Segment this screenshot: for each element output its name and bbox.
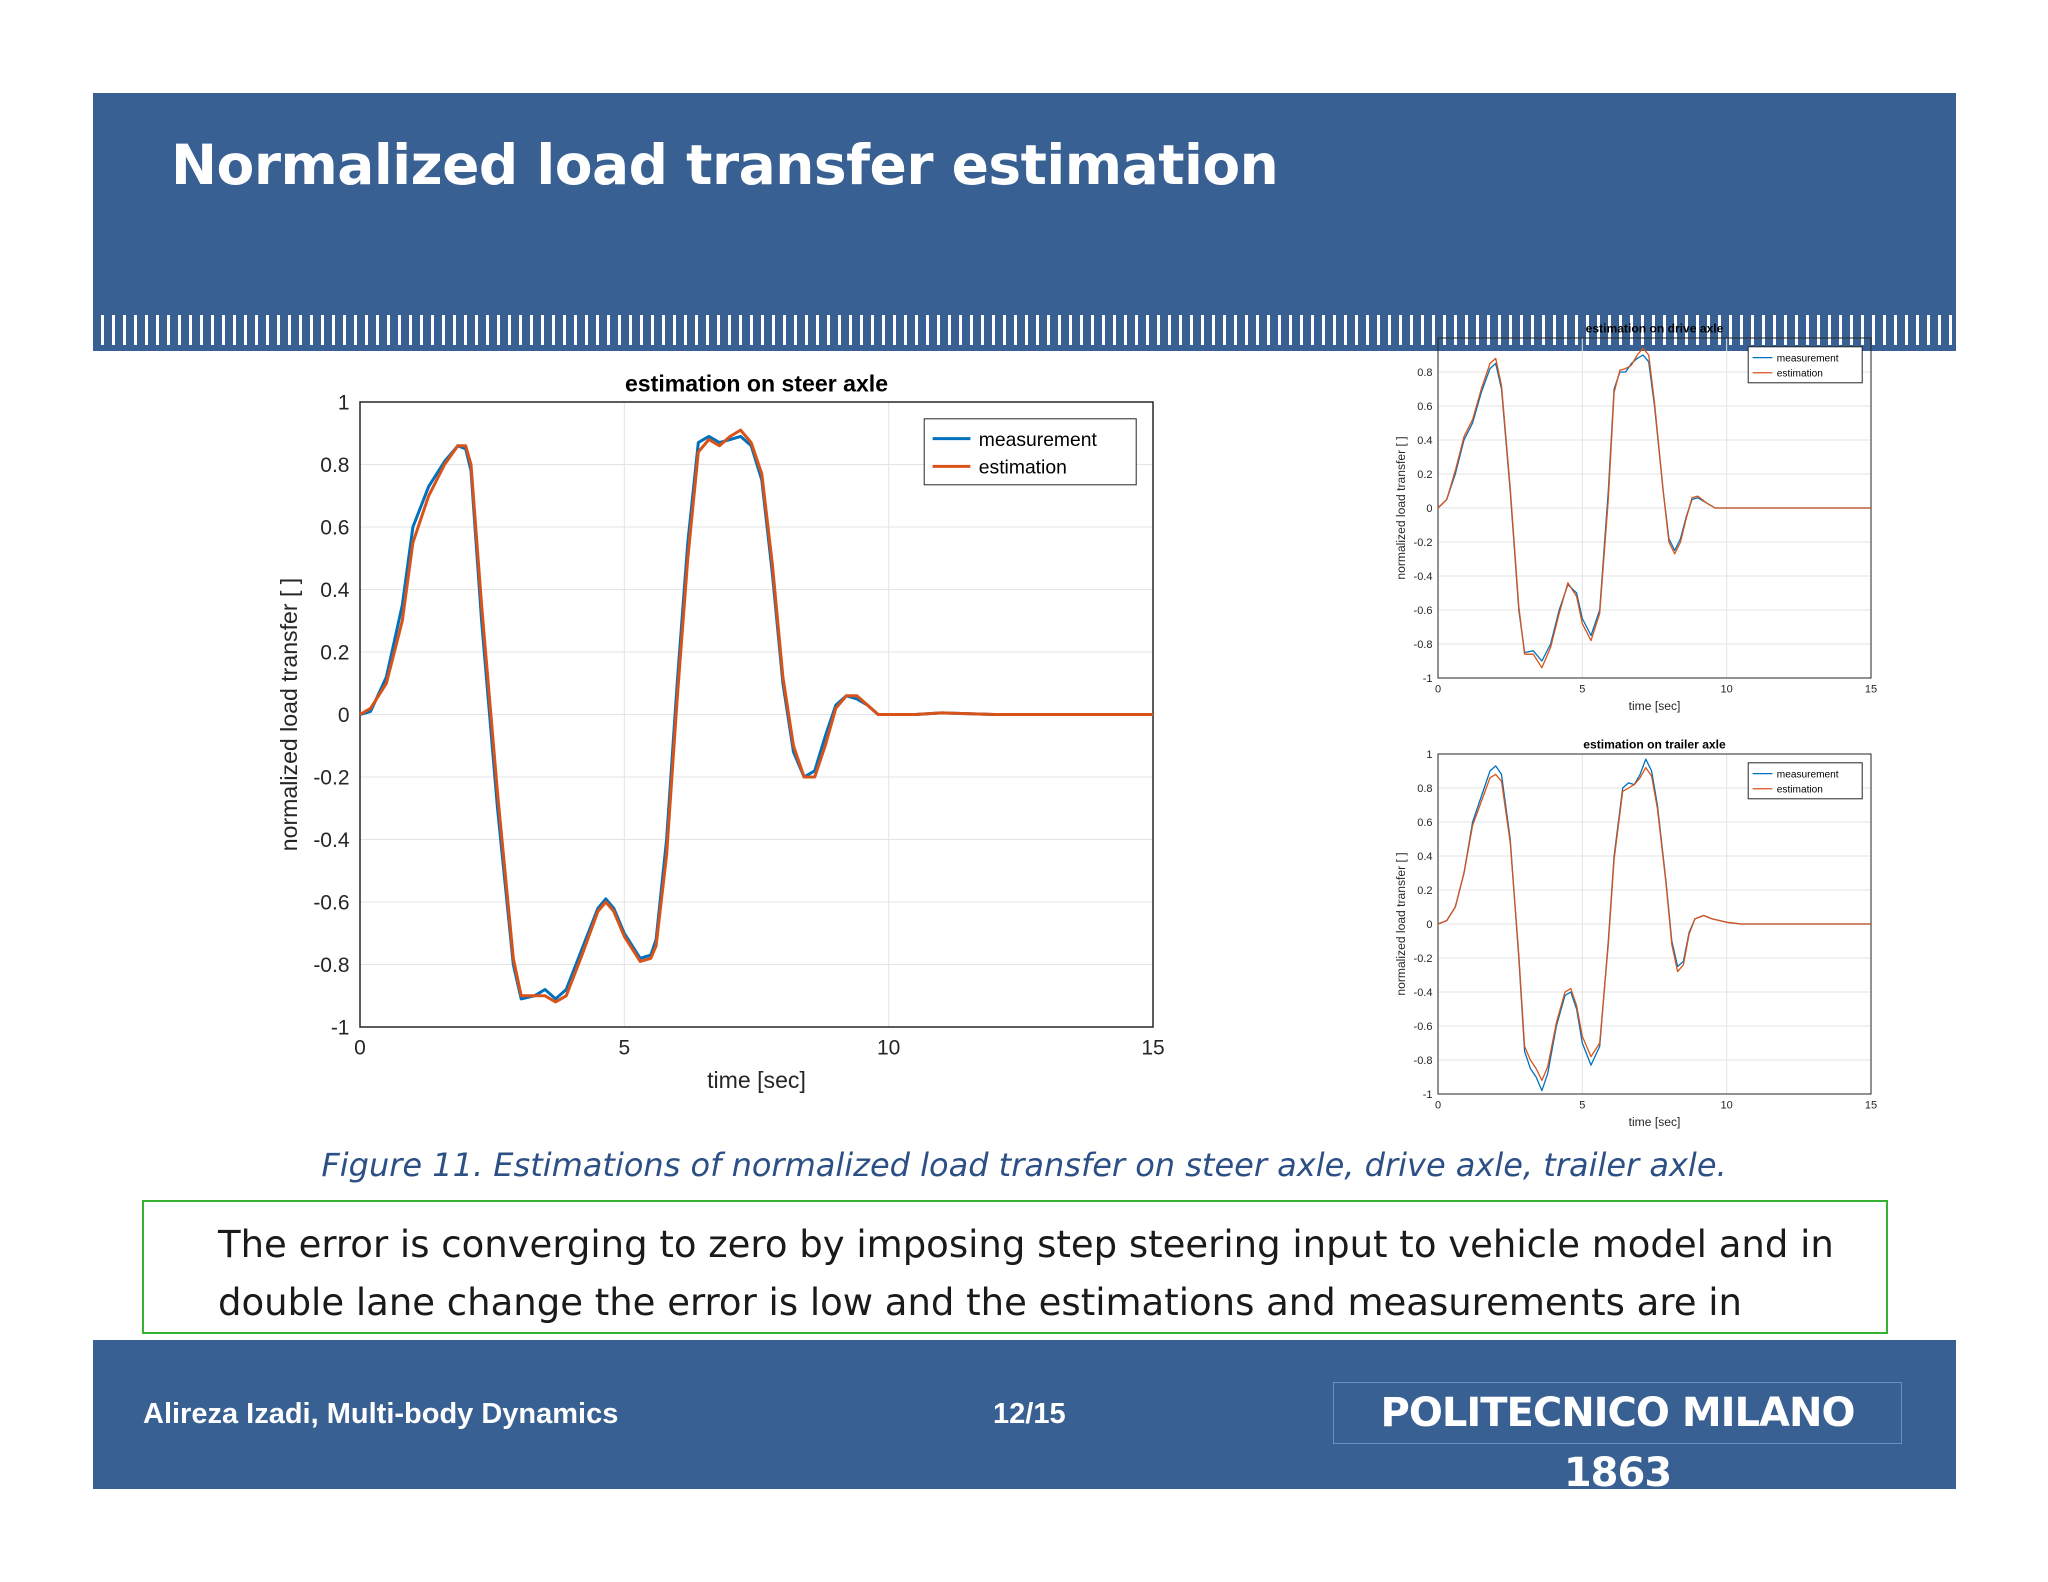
y-tick-label: 0.2 <box>320 641 349 664</box>
x-tick-label: 10 <box>877 1036 900 1059</box>
x-tick-label: 0 <box>1435 683 1441 695</box>
y-tick-label: -0.8 <box>1414 639 1433 651</box>
slide-header: Normalized load transfer estimation <box>93 93 1956 351</box>
y-axis-label: normalized load transfer [ ] <box>1394 852 1408 995</box>
x-axis-label: time [sec] <box>707 1067 806 1093</box>
x-tick-label: 15 <box>1865 683 1877 695</box>
legend-label: estimation <box>1777 785 1823 796</box>
y-tick-label: 0.4 <box>1417 435 1432 447</box>
y-tick-label: 0.8 <box>1417 783 1432 795</box>
y-tick-label: -0.4 <box>1414 987 1433 999</box>
y-tick-label: -0.2 <box>1414 537 1433 549</box>
y-tick-label: 0.8 <box>320 454 349 477</box>
chart-title: estimation on trailer axle <box>1583 738 1726 752</box>
y-tick-label: -0.4 <box>313 829 350 852</box>
x-tick-label: 15 <box>1865 1099 1877 1111</box>
legend-label: estimation <box>1777 369 1823 380</box>
series-line-measurement <box>359 434 1153 1001</box>
y-tick-label: 0.4 <box>320 579 350 602</box>
y-tick-label: -1 <box>1423 673 1433 685</box>
header-ruler-base <box>93 345 1956 351</box>
legend-box <box>1747 762 1863 800</box>
x-tick-label: 10 <box>1721 683 1733 695</box>
legend-label: measurement <box>1777 353 1839 364</box>
y-tick-label: 1 <box>338 391 350 414</box>
slide-title: Normalized load transfer estimation <box>171 133 1279 197</box>
legend-box <box>1747 346 1863 384</box>
y-tick-label: -0.6 <box>1414 605 1433 617</box>
y-tick-label: -0.4 <box>1414 571 1433 583</box>
legend-label: estimation <box>979 458 1067 479</box>
drive-axle-chart: 0 5 10 15 -1 -0.8 -0.6 -0.4 -0.2 0 0.2 0.4 0.6 0.8 est… <box>1394 322 1877 713</box>
y-tick-label: 0 <box>1426 919 1432 931</box>
x-tick-label: 5 <box>618 1036 630 1059</box>
y-tick-label: -1 <box>1423 1089 1433 1101</box>
y-tick-label: 0.8 <box>1417 367 1432 379</box>
x-tick-label: 5 <box>1579 1099 1585 1111</box>
footer-author: Alireza Izadi, Multi-body Dynamics <box>143 1398 619 1430</box>
chart-title: estimation on steer axle <box>625 371 888 397</box>
y-tick-label: 0.2 <box>1417 885 1432 897</box>
y-tick-label: 0.4 <box>1417 851 1432 863</box>
x-tick-label: 5 <box>1579 683 1585 695</box>
politecnico-logo: POLITECNICO MILANO 1863 <box>1333 1382 1902 1496</box>
y-axis-label: normalized load transfer [ ] <box>276 578 302 851</box>
series-line-estimation <box>1437 347 1871 669</box>
y-tick-label: -1 <box>331 1016 350 1039</box>
y-tick-label: 0.6 <box>1417 401 1432 413</box>
x-axis-label: time [sec] <box>1629 1115 1681 1129</box>
steer-axle-chart: 0 5 10 15 -1 -0.8 -0.6 -0.4 -0.2 0 0.2 0.4 0.6 0.8 1 es… <box>276 371 1165 1093</box>
y-tick-label: -0.2 <box>1414 953 1433 965</box>
series-line-measurement <box>1437 758 1871 1092</box>
conclusion-box: The error is converging to zero by impos… <box>142 1200 1888 1382</box>
y-axis-label: normalized load transfer [ ] <box>1394 436 1408 579</box>
legend-box <box>923 418 1137 486</box>
trailer-axle-chart: 0 5 10 15 -1 -0.8 -0.6 -0.4 -0.2 0 0.2 0.4 0.6 0.8 1 es… <box>1394 738 1877 1129</box>
y-tick-label: -0.8 <box>1414 1055 1433 1067</box>
chart-title: estimation on drive axle <box>1586 322 1724 336</box>
x-tick-label: 0 <box>354 1036 366 1059</box>
series-line-estimation <box>359 428 1153 1004</box>
y-tick-label: 0.6 <box>320 516 349 539</box>
x-tick-label: 10 <box>1721 1099 1733 1111</box>
y-tick-label: -0.8 <box>313 954 349 977</box>
y-tick-label: 0 <box>1426 503 1432 515</box>
legend-label: measurement <box>979 430 1098 451</box>
figure-caption: Figure 11. Estimations of normalized loa… <box>321 1146 1727 1184</box>
y-tick-label: 1 <box>1426 749 1432 761</box>
x-tick-label: 0 <box>1435 1099 1441 1111</box>
x-axis-label: time [sec] <box>1629 699 1681 713</box>
y-tick-label: -0.6 <box>1414 1021 1433 1033</box>
y-tick-label: -0.6 <box>313 891 349 914</box>
series-line-estimation <box>1437 766 1871 1082</box>
page-number: 12/15 <box>993 1398 1066 1430</box>
slide-footer: Alireza Izadi, Multi-body Dynamics 12/15… <box>93 1340 1956 1496</box>
y-tick-label: -0.2 <box>313 766 349 789</box>
y-tick-label: 0.2 <box>1417 469 1432 481</box>
conclusion-text: The error is converging to zero by impos… <box>218 1223 1834 1382</box>
legend-label: measurement <box>1777 769 1839 780</box>
x-tick-label: 15 <box>1141 1036 1164 1059</box>
y-tick-label: 0.6 <box>1417 817 1432 829</box>
y-tick-label: 0 <box>338 704 350 727</box>
